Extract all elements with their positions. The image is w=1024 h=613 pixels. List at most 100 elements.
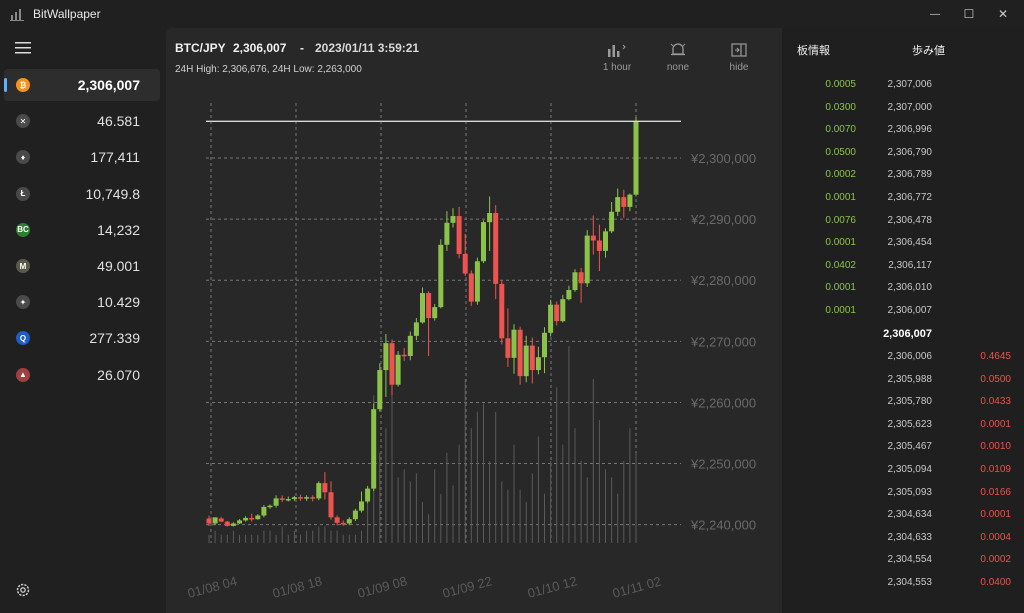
order-book-panel: 板情報 歩み値 0.0005 2,307,006 0.0300 2,307,000 0.… xyxy=(782,28,1024,613)
tab-trade-history[interactable]: 歩み値 xyxy=(912,45,945,57)
coin-item[interactable]: ▲ 26.070 xyxy=(4,359,160,391)
bid-row[interactable]: 2,304,554 0.0002 xyxy=(782,549,1024,571)
ask-row[interactable]: 0.0002 2,306,789 xyxy=(782,164,1024,186)
bid-row[interactable]: 2,304,553 0.0400 xyxy=(782,572,1024,594)
ask-row[interactable]: 0.0001 2,306,454 xyxy=(782,232,1024,254)
bid-quantity: 0.0500 xyxy=(980,373,1011,385)
candle-body xyxy=(560,299,566,322)
alarm-label: none xyxy=(666,62,690,73)
ask-quantity: 0.0001 xyxy=(825,237,856,249)
bid-quantity: 0.0433 xyxy=(980,396,1011,408)
separator: - xyxy=(300,41,304,55)
ask-price: 2,306,790 xyxy=(887,146,933,158)
ask-row[interactable]: 0.0300 2,307,000 xyxy=(782,97,1024,119)
app-title: BitWallpaper xyxy=(33,7,101,21)
maximize-button[interactable]: ☐ xyxy=(952,0,986,28)
volume-bar xyxy=(312,530,314,543)
candlestick-chart[interactable]: ¥2,240,000 ¥2,250,000 ¥2,260,000 ¥2,270,000… xyxy=(166,98,782,613)
volume-bar xyxy=(464,379,466,543)
volume-bar xyxy=(483,403,484,543)
candle-body xyxy=(255,515,261,520)
x-axis-tick-label: 01/08 18 xyxy=(271,573,324,601)
ask-row[interactable]: 0.0001 2,306,007 xyxy=(782,300,1024,322)
tab-order-book[interactable]: 板情報 xyxy=(797,45,830,57)
ask-row[interactable]: 0.0402 2,306,117 xyxy=(782,255,1024,277)
selection-indicator xyxy=(4,78,7,92)
hide-panel-button[interactable]: hide xyxy=(715,42,763,73)
candle-body xyxy=(261,506,267,516)
candle-body xyxy=(633,121,639,195)
litecoin-icon: Ł xyxy=(16,186,30,201)
ask-row[interactable]: 0.0076 2,306,478 xyxy=(782,210,1024,232)
minimize-icon: — xyxy=(930,8,940,20)
volume-bar xyxy=(446,452,448,543)
bid-price: 2,305,623 xyxy=(887,418,933,430)
ask-price: 2,306,454 xyxy=(887,237,933,249)
bid-row[interactable]: 2,305,467 0.0010 xyxy=(782,436,1024,458)
alarm-button[interactable]: none xyxy=(654,42,702,73)
candle-body xyxy=(462,253,468,274)
bid-quantity: 0.0001 xyxy=(980,509,1011,521)
bid-row[interactable]: 2,304,633 0.0004 xyxy=(782,527,1024,549)
y-axis-tick-label: ¥2,290,000 xyxy=(690,212,756,227)
bid-row[interactable]: 2,305,094 0.0109 xyxy=(782,459,1024,481)
ask-price: 2,307,000 xyxy=(887,101,933,113)
volume-bar xyxy=(568,346,570,543)
coin-item[interactable]: ✦ 10.429 xyxy=(4,286,160,318)
coin-item[interactable]: ₿ 2,306,007 xyxy=(4,69,160,101)
candle-body xyxy=(206,518,212,524)
pair-label: BTC/JPY xyxy=(175,41,226,55)
candle-body xyxy=(584,235,590,284)
coin-item[interactable]: BC 14,232 xyxy=(4,214,160,246)
volume-bar xyxy=(544,493,545,543)
hamburger-menu-icon[interactable] xyxy=(15,42,31,54)
coin-item[interactable]: ✕ 46.581 xyxy=(4,105,160,137)
ask-row[interactable]: 0.0070 2,306,996 xyxy=(782,119,1024,141)
volume-bar xyxy=(324,526,326,543)
bid-row[interactable]: 2,304,634 0.0001 xyxy=(782,504,1024,526)
bid-row[interactable]: 2,305,780 0.0433 xyxy=(782,391,1024,413)
minimize-button[interactable]: — xyxy=(918,0,952,28)
coin-item[interactable]: Ł 10,749.8 xyxy=(4,178,160,210)
candle-body xyxy=(627,194,633,207)
volume-bar xyxy=(208,534,210,543)
timestamp: 2023/01/11 3:59:21 xyxy=(315,41,420,55)
coin-price: 2,306,007 xyxy=(77,77,140,93)
candle-body xyxy=(493,213,499,284)
volume-bar xyxy=(562,444,564,543)
ask-row[interactable]: 0.0001 2,306,010 xyxy=(782,277,1024,299)
ask-row[interactable]: 0.0500 2,306,790 xyxy=(782,142,1024,164)
bid-price: 2,305,093 xyxy=(887,486,933,498)
settings-gear-icon[interactable] xyxy=(15,582,31,598)
bid-row[interactable]: 2,305,623 0.0001 xyxy=(782,414,1024,436)
volume-bar xyxy=(239,534,240,543)
coin-price: 10.429 xyxy=(97,294,140,311)
volume-bar xyxy=(623,461,625,543)
bid-quantity: 0.0001 xyxy=(980,418,1011,430)
candle-body xyxy=(542,332,547,358)
bid-row[interactable]: 2,305,093 0.0166 xyxy=(782,482,1024,504)
bid-row[interactable]: 2,306,006 0.4645 xyxy=(782,346,1024,368)
y-axis-tick-label: ¥2,300,000 xyxy=(690,151,756,166)
coin-item[interactable]: ♦ 177,411 xyxy=(4,141,160,173)
interval-button[interactable]: 1 hour xyxy=(593,42,641,73)
candle-body xyxy=(352,510,358,520)
volume-bar xyxy=(507,489,509,543)
bid-quantity: 0.0002 xyxy=(980,554,1011,566)
bid-price: 2,305,094 xyxy=(887,464,933,475)
bitcoin-cash-icon: BC xyxy=(16,222,30,237)
candle-body xyxy=(505,338,511,358)
coin-item[interactable]: M 49.001 xyxy=(4,250,160,282)
bid-row[interactable]: 2,305,988 0.0500 xyxy=(782,369,1024,391)
ask-row[interactable]: 0.0001 2,306,772 xyxy=(782,187,1024,209)
close-window-button[interactable]: ✕ xyxy=(986,0,1020,28)
candle-body xyxy=(621,197,627,207)
candle-body xyxy=(322,483,328,493)
candle-body xyxy=(468,273,474,302)
chart-panel: BTC/JPY 2,306,007 - 2023/01/11 3:59:21 2… xyxy=(166,28,782,613)
volume-bar xyxy=(361,530,362,543)
ask-row[interactable]: 0.0005 2,307,006 xyxy=(782,74,1024,96)
candle-body xyxy=(365,488,371,502)
coin-item[interactable]: Q 277.339 xyxy=(4,322,160,354)
volume-bar xyxy=(635,452,637,543)
